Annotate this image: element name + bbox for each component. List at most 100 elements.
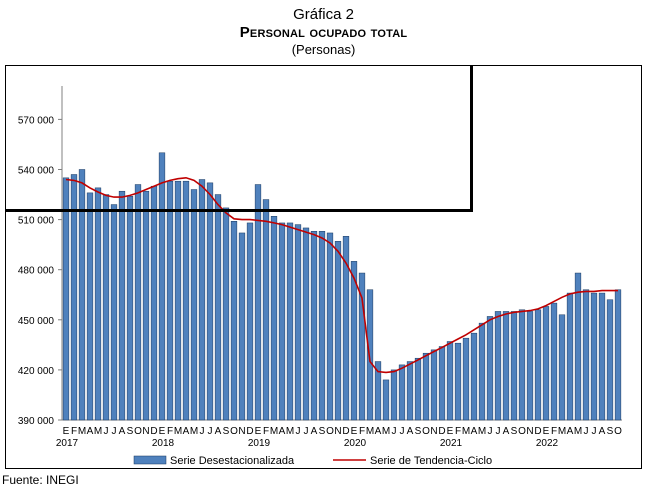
x-tick-label: F: [167, 426, 173, 437]
bar: [478, 322, 486, 421]
bar-series: [62, 152, 622, 421]
bar: [430, 349, 438, 421]
x-tick-label: A: [407, 426, 414, 437]
x-tick-label: M: [558, 426, 566, 437]
bar: [390, 369, 398, 421]
bar: [174, 180, 182, 421]
y-tick-label: 450 000: [18, 316, 55, 327]
bar: [318, 231, 326, 421]
y-tick-label: 390 000: [18, 416, 55, 427]
x-tick-label: M: [270, 426, 278, 437]
x-tick-label: A: [87, 426, 94, 437]
bar: [246, 222, 254, 421]
bar: [166, 180, 174, 421]
y-axis: 390 000 420 000 450 000 480 000 510 000 540 0…: [18, 115, 62, 427]
x-tick-label: S: [127, 426, 134, 437]
x-tick-label: M: [382, 426, 390, 437]
bar: [302, 227, 310, 421]
x-tick-label: J: [200, 426, 205, 437]
trend-line: [65, 176, 618, 374]
bar: [326, 232, 334, 421]
x-tick-label: A: [119, 426, 126, 437]
x-tick-label: J: [496, 426, 501, 437]
bar: [278, 222, 286, 421]
bar: [582, 289, 590, 421]
x-tick-label: A: [599, 426, 606, 437]
x-tick-label: J: [208, 426, 213, 437]
bar: [550, 302, 558, 421]
x-tick-label: F: [263, 426, 269, 437]
x-tick-label: O: [422, 426, 430, 437]
x-tick-label: D: [150, 426, 157, 437]
bar: [134, 184, 142, 421]
x-tick-label: O: [518, 426, 526, 437]
x-tick-label: N: [334, 426, 341, 437]
bar: [598, 292, 606, 421]
x-tick-label: M: [462, 426, 470, 437]
bar: [534, 309, 542, 421]
bar: [198, 179, 206, 421]
bar: [254, 184, 262, 421]
x-tick-label: M: [174, 426, 182, 437]
x-tick-label: M: [94, 426, 102, 437]
x-tick-label: D: [438, 426, 445, 437]
bar: [590, 292, 598, 421]
bar: [286, 222, 294, 421]
bar: [566, 292, 574, 421]
x-tick-label: A: [567, 426, 574, 437]
bar: [118, 190, 126, 421]
x-tick-label: S: [319, 426, 326, 437]
y-tick-label: 570 000: [18, 115, 55, 126]
bar: [310, 231, 318, 421]
x-tick-label: A: [183, 426, 190, 437]
bar: [526, 311, 534, 421]
legend-swatch-bars: [133, 455, 167, 465]
x-tick-label: E: [159, 426, 166, 437]
x-year-label: 2022: [536, 438, 559, 449]
x-tick-label: J: [392, 426, 397, 437]
legend-label-trend: Serie de Tendencia-Ciclo: [370, 455, 492, 467]
chart-title: Personal ocupado total: [239, 24, 408, 41]
x-tick-label: N: [430, 426, 437, 437]
highlight-box: [5, 65, 473, 212]
bar: [366, 289, 374, 421]
chart-area-border: [5, 65, 642, 469]
bar: [382, 379, 390, 421]
chart-caption: Gráfica 2: [293, 6, 354, 23]
bar: [62, 177, 70, 421]
bar: [334, 241, 342, 421]
x-tick-label: M: [478, 426, 486, 437]
y-tick-label: 480 000: [18, 266, 55, 277]
x-tick-label: F: [455, 426, 461, 437]
x-year-label: 2018: [152, 438, 175, 449]
legend: Serie Desestacionalizada Serie de Tendenc…: [133, 455, 492, 467]
bar: [462, 337, 470, 421]
x-tick-label: O: [230, 426, 238, 437]
bar: [214, 194, 222, 421]
bar: [158, 152, 166, 421]
x-tick-label: M: [190, 426, 198, 437]
bar: [502, 311, 510, 421]
y-tick-label: 510 000: [18, 216, 55, 227]
legend-label-bars: Serie Desestacionalizada: [170, 455, 295, 467]
bar: [614, 289, 622, 421]
chart-title-block: Gráfica 2 Personal ocupado total (Person…: [0, 6, 647, 58]
bar: [470, 332, 478, 421]
x-tick-label: J: [304, 426, 309, 437]
x-tick-label: J: [400, 426, 405, 437]
bar: [510, 311, 518, 421]
bar: [574, 272, 582, 421]
bar: [94, 187, 102, 421]
bar: [126, 195, 134, 421]
bar: [454, 342, 462, 421]
x-tick-label: E: [351, 426, 358, 437]
x-tick-label: A: [279, 426, 286, 437]
x-tick-label: S: [511, 426, 518, 437]
bar: [206, 182, 214, 421]
x-tick-label: M: [366, 426, 374, 437]
bar: [182, 180, 190, 421]
bar: [438, 346, 446, 421]
bar: [558, 314, 566, 421]
